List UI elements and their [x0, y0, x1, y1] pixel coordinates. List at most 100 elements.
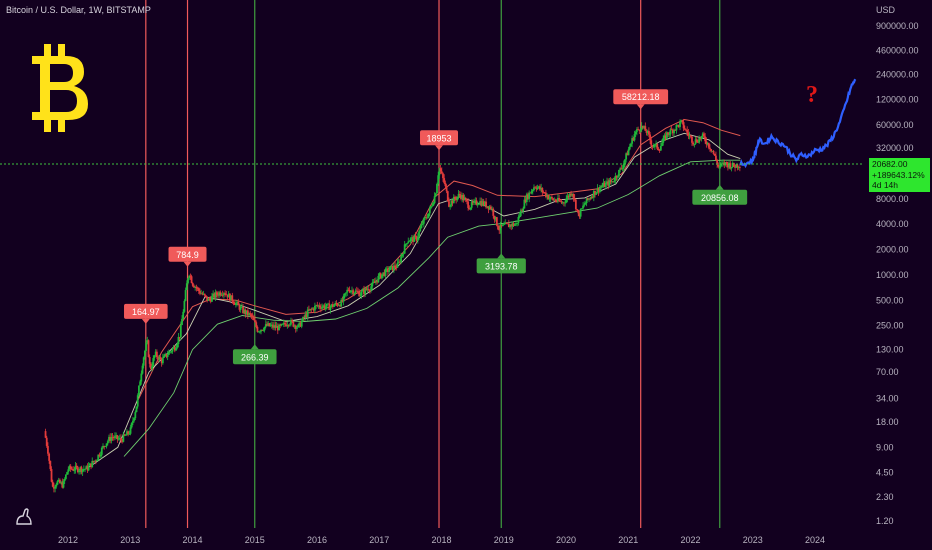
candle-body — [385, 268, 388, 270]
candle-body — [576, 209, 578, 210]
tradingview-logo-icon[interactable] — [14, 506, 34, 526]
candle-body — [140, 373, 143, 382]
candle-body — [278, 324, 280, 331]
candle-body — [103, 445, 106, 447]
candle-body — [618, 169, 620, 177]
candle-body — [409, 238, 412, 241]
candle-body — [183, 300, 186, 312]
candle-body — [573, 198, 576, 200]
candle-body — [564, 202, 566, 204]
candle-body — [461, 195, 464, 199]
candle-body — [530, 191, 533, 194]
candle-body — [298, 322, 301, 325]
candle-body — [507, 223, 510, 228]
candle-body — [173, 347, 176, 351]
candle-body — [135, 406, 138, 413]
candle-body — [583, 204, 586, 206]
candle-body — [337, 305, 340, 306]
candle-body — [420, 224, 423, 229]
candle-body — [713, 153, 716, 156]
x-tick-label: 2022 — [680, 535, 700, 545]
candle-body — [545, 192, 547, 197]
candle-body — [327, 303, 329, 305]
candle-body — [193, 285, 195, 288]
candle-body — [163, 355, 165, 358]
candle-body — [442, 173, 444, 179]
candle-body — [203, 293, 206, 296]
candle-body — [60, 482, 63, 484]
candle-body — [401, 254, 404, 257]
candle-body — [48, 453, 51, 461]
candle-body — [434, 193, 437, 197]
y-tick-label: 120000.00 — [876, 95, 919, 105]
candle-body — [365, 288, 368, 290]
candle-body — [389, 266, 392, 271]
candle-body — [592, 190, 595, 198]
candle-body — [656, 143, 659, 149]
candle-body — [91, 460, 94, 468]
candle-body — [100, 447, 103, 455]
current-price-change: +189643.12% — [872, 169, 925, 180]
candle-body — [602, 182, 605, 187]
candle-body — [547, 195, 550, 200]
candle-body — [452, 197, 455, 204]
candle-body — [438, 168, 441, 176]
candle-body — [412, 237, 414, 242]
candle-body — [680, 120, 683, 122]
candle-body — [146, 340, 149, 343]
candle-body — [311, 308, 314, 310]
candle-body — [631, 138, 634, 144]
candle-body — [683, 128, 686, 130]
candle-body — [63, 478, 66, 482]
candle-body — [504, 222, 507, 225]
candle-body — [74, 465, 77, 471]
candle-body — [228, 293, 231, 301]
candle-body — [645, 130, 648, 133]
candle-body — [410, 237, 413, 239]
candle-body — [141, 365, 144, 374]
candle-body — [317, 305, 320, 307]
candle-body — [333, 305, 335, 307]
candle-body — [717, 164, 720, 167]
candle-body — [151, 365, 153, 369]
candle-body — [121, 440, 124, 442]
cycle-labels: 164.97 784.9 18953 58212.18 266.39 3193.78 208… — [124, 89, 748, 365]
candle-body — [469, 207, 472, 210]
candle-body — [525, 194, 528, 203]
candle-body — [97, 454, 100, 460]
candle-body — [473, 201, 476, 203]
candle-body — [448, 201, 450, 207]
candle-body — [606, 181, 608, 184]
candle-body — [47, 445, 49, 454]
candle-body — [414, 235, 417, 237]
candle-body — [416, 236, 419, 241]
candle-body — [394, 265, 396, 268]
cycle-top-label — [168, 246, 207, 262]
candle-body — [578, 213, 581, 217]
candle-body — [246, 310, 249, 316]
candle-body — [72, 469, 74, 471]
candle-body — [120, 437, 122, 441]
x-tick-label: 2015 — [245, 535, 265, 545]
candle-body — [69, 465, 72, 469]
candle-body — [269, 325, 272, 327]
candle-body — [393, 265, 395, 271]
candle-body — [620, 168, 623, 170]
y-tick-label: 2000.00 — [876, 245, 909, 255]
candle-body — [433, 196, 436, 204]
candle-body — [66, 472, 68, 475]
candle-body — [324, 306, 327, 309]
candle-body — [158, 357, 161, 360]
candle-body — [517, 216, 520, 224]
candle-body — [494, 217, 497, 220]
question-mark: ? — [806, 82, 818, 108]
candle-body — [305, 314, 308, 317]
candle-body — [132, 420, 134, 423]
price-axis[interactable]: 900000.00 460000.00 240000.00 120000.00 6000… — [876, 21, 919, 526]
time-axis[interactable]: 2012 2013 2014 2015 2016 2017 2018 2019 2020 2021… — [58, 535, 825, 545]
candle-body — [59, 479, 61, 484]
candle-body — [304, 314, 307, 318]
candle-body — [675, 125, 678, 131]
candle-body — [117, 438, 120, 440]
